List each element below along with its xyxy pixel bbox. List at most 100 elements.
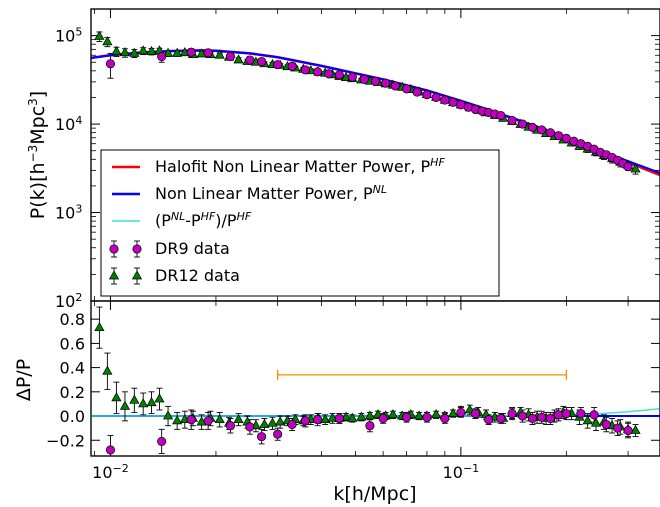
dr12-point [172,47,183,57]
dr9-point [402,84,412,94]
dr12-residual-point [327,412,338,422]
bottom-series [91,306,660,456]
bottom-y-tick-label: −0.2 [46,431,85,450]
dr9-point [257,56,267,67]
tick-exp: 5 [75,25,82,38]
dr9-residual-point [422,412,432,422]
dr9-residual-point [456,407,466,417]
legend-label-nl: Non Linear Matter Power, PNL [155,183,387,204]
dr12-residual-point [387,409,399,419]
top-y-axis-label-mid: Mpc [27,106,49,145]
dr9-residual-point [470,409,480,419]
dr9-residual-point [554,410,564,420]
dr9-point [422,90,432,100]
bottom-y-tick-label: 0.6 [60,334,85,353]
legend-text-part: DR9 data [155,239,230,258]
legend-marker-right [131,270,143,280]
dr9-point [300,65,310,75]
dr9-residual-point [484,415,494,425]
bottom-y-axis-label: ΔP/P [13,359,35,401]
dr9-point [518,119,528,129]
top-series [91,30,660,177]
dr9-residual-point [518,411,528,421]
dr12-point [233,54,244,64]
dr9-point [554,131,564,141]
dr9-residual-point [105,445,116,455]
dr12-residual-point [320,413,331,424]
legend-sup: HF [237,210,252,223]
top-y-axis-label-exp1: −3 [26,145,40,163]
bottom-y-tick-label: 0.0 [60,407,85,426]
dr9-residual-point [334,413,344,424]
legend-text-part: Non Linear Matter Power, P [155,184,373,203]
dr9-residual-point [245,422,255,432]
dr9-point [448,97,458,107]
dr12-point [146,45,157,55]
dr9-point [157,52,167,62]
legend-sup: HF [430,156,445,169]
dr12-residual-point [233,413,244,424]
dr12-point [129,47,140,57]
bottom-x-axis-label: k[h/Mpc] [333,483,416,505]
dr12-residual-point [356,411,367,421]
top-y-tick-label: 104 [55,114,82,135]
dr9-point [507,115,517,125]
tick-base: 10 [92,463,112,482]
legend-text-part: Halofit Non Linear Matter Power, P [155,157,431,176]
dr9-residual-point [402,412,412,422]
dr9-residual-point [527,413,537,424]
dr12-residual-point [94,321,105,331]
dr12-residual-point [447,407,459,417]
legend-text-part: )/P [215,211,237,230]
legend: Halofit Non Linear Matter Power, PHFNon … [100,149,500,297]
legend-entry-ratio: (PNL-PHF)/PHF [112,210,252,230]
bottom-y-tick-label: 0.4 [60,359,85,378]
bottom-plot-border [90,300,660,457]
dr9-residual-point [203,416,213,426]
dr9-residual-point [507,409,517,419]
dr9-point [527,122,537,132]
dr12-residual-point [154,393,165,403]
tick-base: 10 [443,463,463,482]
dr12-point [630,163,641,173]
dr9-point [359,74,369,84]
dr12-residual-point [138,398,149,408]
legend-sup: NL [373,183,387,196]
bottom-panel: −0.20.00.20.40.60.8 10−2 10−1 ΔP/P k[h/Mp… [13,300,660,505]
tick-base: 10 [55,115,75,134]
top-y-tick-label: 103 [55,202,82,223]
top-y-tick-label: 105 [55,25,82,46]
dr9-residual-point [589,410,599,420]
bottom-x-tick-label: 10−2 [92,462,129,483]
dr9-point [370,76,380,86]
dr12-residual-point [214,413,225,424]
dr9-residual-point [496,413,506,424]
dr9-residual-point [157,436,167,447]
tick-exp: −1 [463,462,479,475]
dr9-point [412,87,422,97]
legend-label-dr12: DR12 data [155,266,240,285]
tick-base: 10 [55,27,75,46]
dr9-residual-point [537,412,547,422]
legend-sup: HF [201,210,216,223]
bottom-x-tick-label: 10−1 [443,462,480,483]
legend-text-part: DR12 data [155,266,240,285]
bottom-y-tick-label: 0.8 [60,310,85,329]
dr9-point [431,92,441,103]
dr12-residual-point [146,397,157,407]
tick-exp: −2 [113,462,129,475]
legend-frame [100,149,500,297]
dr12-point [214,49,225,59]
dr9-residual-point [273,429,283,439]
dr9-residual-point [365,421,375,431]
tick-exp: 3 [75,202,82,215]
dr9-residual-point [623,426,633,436]
dr9-point [203,48,213,58]
dr12-residual-point [162,410,174,420]
dr9-residual-point [378,413,388,424]
dr9-residual-point [225,421,236,431]
dr9-point [225,52,236,62]
bottom-x-ticks: 10−2 10−1 [92,301,629,483]
dr9-point [186,47,196,57]
